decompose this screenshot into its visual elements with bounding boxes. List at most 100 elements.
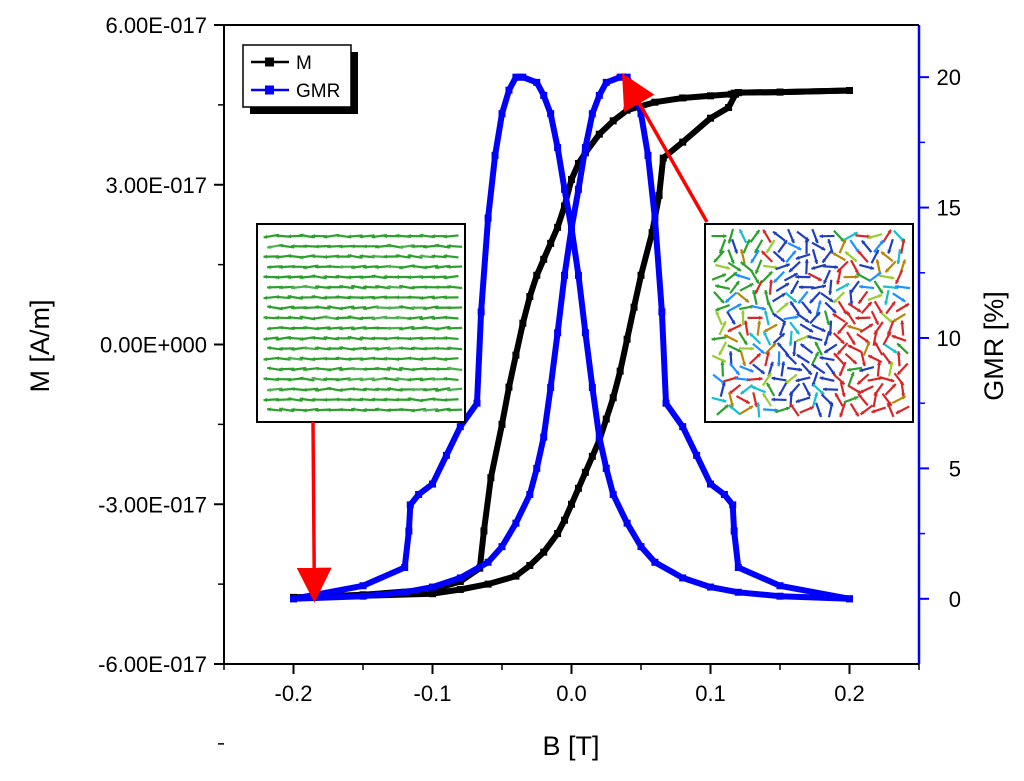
inset-saturated-map-spin-head xyxy=(311,397,315,402)
series-gmr-branch-1-line xyxy=(292,74,850,602)
curves xyxy=(290,73,853,603)
inset-saturated-map-spin-head xyxy=(339,326,343,331)
inset-saturated-map-spin-head xyxy=(375,265,379,270)
inset-disordered-map-spin-head xyxy=(730,259,735,264)
inset-saturated-map-spin-head xyxy=(267,245,271,250)
inset-disordered-map-spin-head xyxy=(819,234,823,239)
inset-disordered-map-spin-head xyxy=(887,403,891,407)
inset-saturated-map-spin-head xyxy=(347,335,352,340)
inset-saturated-map-spin-head xyxy=(347,234,352,239)
inset-saturated-map-spin-head xyxy=(419,295,424,300)
inset-saturated-map-spin-head xyxy=(323,234,328,239)
inset-saturated-map-spin-head xyxy=(263,295,268,300)
inset-disordered-map-spin-head xyxy=(728,405,733,409)
series-m-point xyxy=(480,527,488,535)
inset-disordered-map-spin-head xyxy=(891,301,896,306)
series-gmr-point xyxy=(477,308,485,316)
inset-disordered-map-spin-head xyxy=(763,331,768,336)
inset-saturated-map-spin-head xyxy=(323,315,328,320)
inset-saturated-map-spin-head xyxy=(363,407,367,412)
inset-saturated-map-spin-head xyxy=(327,346,331,351)
inset-saturated-map-spin-head xyxy=(287,234,291,239)
inset-saturated-map xyxy=(256,223,466,423)
inset-saturated-map-spin-head xyxy=(411,244,415,249)
series-m-point xyxy=(526,293,534,301)
inset-saturated-map-spin-head xyxy=(315,366,319,371)
inset-disordered-map-spin-head xyxy=(769,361,774,366)
inset-saturated-map-spin-head xyxy=(291,264,295,269)
inset-disordered-map-spin-head xyxy=(891,384,896,388)
inset-disordered-map-spin-head xyxy=(715,284,719,289)
inset-disordered-map-spin-head xyxy=(744,298,749,303)
inset-disordered-map-spin-head xyxy=(758,376,763,381)
series-gmr-point xyxy=(442,451,450,459)
inset-saturated-map-spin-head xyxy=(351,346,355,352)
inset-disordered-map-spin-head xyxy=(842,239,847,244)
series-gmr-point xyxy=(561,185,569,193)
inset-saturated-map-spin-head xyxy=(435,388,439,393)
inset-saturated-map-spin-head xyxy=(431,254,436,259)
series-gmr-point xyxy=(547,384,555,392)
inset-disordered-map-spin-head xyxy=(724,405,729,409)
series-m-point xyxy=(630,303,638,311)
inset-disordered-map-spin-head xyxy=(832,309,836,313)
inset-saturated-map-spin-head xyxy=(335,295,340,300)
inset-saturated-map-spin-head xyxy=(383,397,387,402)
series-m-point xyxy=(498,420,506,428)
inset-disordered-map-spin-head xyxy=(870,265,874,270)
inset-disordered-map-spin-head xyxy=(729,403,734,407)
legend-marker-m xyxy=(265,57,274,67)
series-m-point xyxy=(602,415,610,423)
inset-saturated-map-spin-head xyxy=(443,234,448,239)
inset-saturated-map-spin-head xyxy=(399,326,403,331)
inset-saturated-map-spin-head xyxy=(359,234,364,239)
inset-disordered-map-spin-head xyxy=(768,279,774,284)
inset-saturated-map-spin-head xyxy=(363,387,367,392)
inset-saturated-map-spin-head xyxy=(399,244,403,249)
series-m-point xyxy=(648,229,656,237)
inset-disordered-map-spin-head xyxy=(754,248,759,253)
inset-saturated-map-spin-head xyxy=(411,408,415,413)
series-m-point xyxy=(533,271,541,279)
inset-saturated-map-spin-head xyxy=(407,275,412,280)
inset-disordered-map-spin-head xyxy=(879,289,883,294)
inset-disordered-map-spin-head xyxy=(865,339,870,343)
series-gmr-point xyxy=(707,480,714,488)
series-m-point xyxy=(526,561,534,569)
inset-saturated-map-spin-head xyxy=(347,275,351,280)
inset-disordered-map-spin-head xyxy=(877,272,882,277)
inset-disordered-map-spin-head xyxy=(889,361,894,366)
inset-disordered-map-spin-head xyxy=(900,320,905,325)
inset-saturated-map-spin-head xyxy=(435,346,439,351)
inset-saturated-map-spin-head xyxy=(363,244,367,249)
series-m-point xyxy=(484,580,492,588)
series-m-point xyxy=(487,474,495,482)
inset-disordered-map-spin-head xyxy=(795,378,800,383)
inset-saturated-map-spin-head xyxy=(303,387,307,392)
inset-saturated-map-spin-head xyxy=(279,285,283,290)
inset-disordered-map-spin-head xyxy=(829,402,834,407)
series-gmr-point xyxy=(498,110,506,118)
series-gmr-point xyxy=(512,519,520,527)
inset-saturated-map-spin-head xyxy=(443,335,448,341)
inset-disordered-map-spin-head xyxy=(721,382,726,386)
inset-saturated-map-spin-head xyxy=(275,377,279,382)
inset-saturated-map-spin-head xyxy=(431,316,436,321)
inset-saturated-map-spin-head xyxy=(419,275,423,280)
inset-disordered-map-spin-head xyxy=(812,364,817,369)
inset-saturated-map-spin-head xyxy=(375,387,379,392)
inset-saturated-map-spin-head xyxy=(287,315,292,320)
series-gmr-point xyxy=(512,73,520,81)
inset-disordered-map-spin-head xyxy=(794,315,799,320)
inset-saturated-map-spin-head xyxy=(267,326,271,331)
inset-saturated-map-spin-head xyxy=(447,387,451,392)
inset-disordered-map-spin-head xyxy=(714,258,718,263)
x-tick-label: 0.1 xyxy=(695,681,726,706)
inset-saturated-map-spin-head xyxy=(311,274,316,279)
inset-saturated-map-spin-head xyxy=(267,265,271,270)
series-m-point xyxy=(456,585,464,593)
y-left-tick-label: -6.00E-017 xyxy=(98,652,207,677)
inset-disordered-map-spin-head xyxy=(874,320,879,325)
inset-saturated-map-spin-head xyxy=(335,274,340,279)
inset-disordered-map-spin-head xyxy=(715,307,720,312)
